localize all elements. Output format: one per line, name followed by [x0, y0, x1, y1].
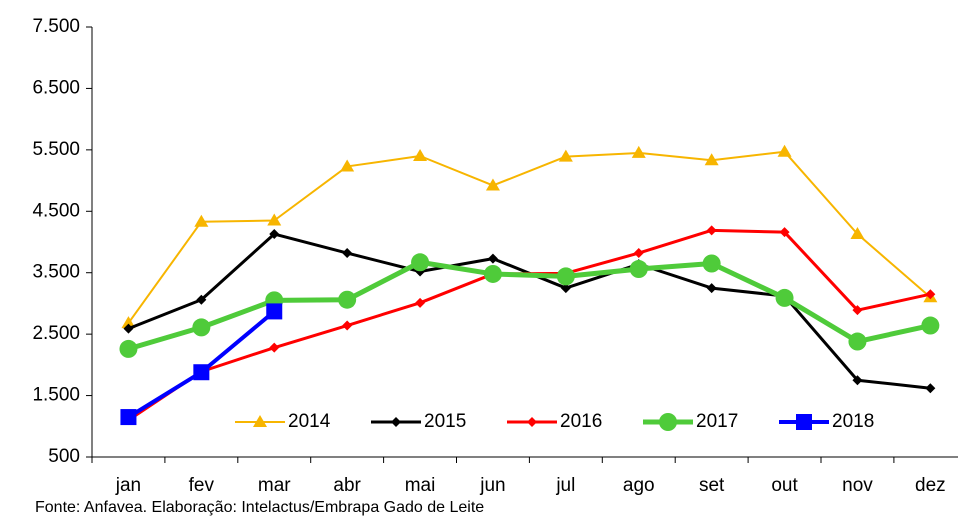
marker [121, 316, 136, 329]
marker [631, 145, 646, 158]
marker [342, 320, 353, 331]
marker [850, 227, 865, 240]
marker [925, 383, 936, 394]
marker [706, 225, 717, 236]
marker [556, 267, 575, 286]
marker [702, 254, 721, 273]
marker [340, 159, 355, 172]
marker [267, 213, 282, 226]
marker [777, 144, 792, 157]
marker [487, 253, 498, 264]
y-tick-label: 3.500 [32, 262, 80, 283]
marker [633, 248, 644, 259]
x-tick-label: set [699, 475, 725, 496]
marker [119, 339, 138, 358]
y-tick-label: 1.500 [32, 385, 80, 406]
marker [704, 153, 719, 166]
marker [560, 283, 571, 294]
x-tick-label: jul [555, 475, 575, 496]
marker [194, 214, 209, 227]
y-tick-label: 6.500 [32, 77, 80, 98]
x-tick-label: nov [842, 475, 873, 496]
marker [629, 260, 648, 279]
x-tick-label: ago [623, 475, 655, 496]
marker [925, 289, 936, 300]
legend-label: 2017 [696, 411, 738, 432]
x-tick-label: fev [189, 475, 215, 496]
x-tick-label: jun [479, 475, 505, 496]
marker [921, 316, 940, 335]
marker [196, 294, 207, 305]
x-tick-label: out [771, 475, 798, 496]
y-tick-label: 500 [48, 446, 80, 467]
marker [848, 332, 867, 351]
marker [342, 248, 353, 259]
legend-label: 2018 [832, 411, 874, 432]
marker [415, 297, 426, 308]
marker [413, 149, 428, 161]
marker [527, 417, 537, 427]
x-tick-label: mar [258, 475, 291, 496]
x-tick-label: abr [333, 475, 361, 496]
series-line [127, 150, 932, 324]
series-line [127, 259, 931, 352]
marker [193, 364, 210, 381]
legend-label: 2016 [560, 411, 602, 432]
marker [192, 318, 211, 337]
marker [391, 417, 401, 427]
marker [852, 375, 863, 386]
marker [485, 178, 500, 191]
legend-label: 2014 [288, 411, 331, 432]
y-tick-label: 2.500 [32, 323, 80, 344]
y-tick-label: 5.500 [32, 139, 80, 160]
marker [266, 303, 283, 320]
marker [411, 253, 430, 272]
marker [120, 409, 137, 426]
marker [269, 342, 280, 353]
y-tick-label: 7.500 [32, 16, 80, 37]
x-tick-label: mai [405, 475, 436, 496]
marker [483, 264, 502, 283]
marker [123, 323, 134, 334]
x-tick-label: dez [915, 475, 946, 496]
y-tick-label: 4.500 [32, 200, 80, 221]
marker [796, 414, 812, 430]
x-tick-label: jan [115, 475, 141, 496]
marker [779, 227, 790, 238]
marker [269, 229, 280, 240]
marker [775, 288, 794, 307]
legend-label: 2015 [424, 411, 466, 432]
marker [706, 283, 717, 294]
marker [659, 413, 677, 431]
marker [558, 149, 573, 162]
marker [852, 305, 863, 316]
source-note: Fonte: Anfavea. Elaboração: Intelactus/E… [35, 499, 484, 516]
marker [253, 415, 267, 427]
marker [338, 290, 357, 309]
